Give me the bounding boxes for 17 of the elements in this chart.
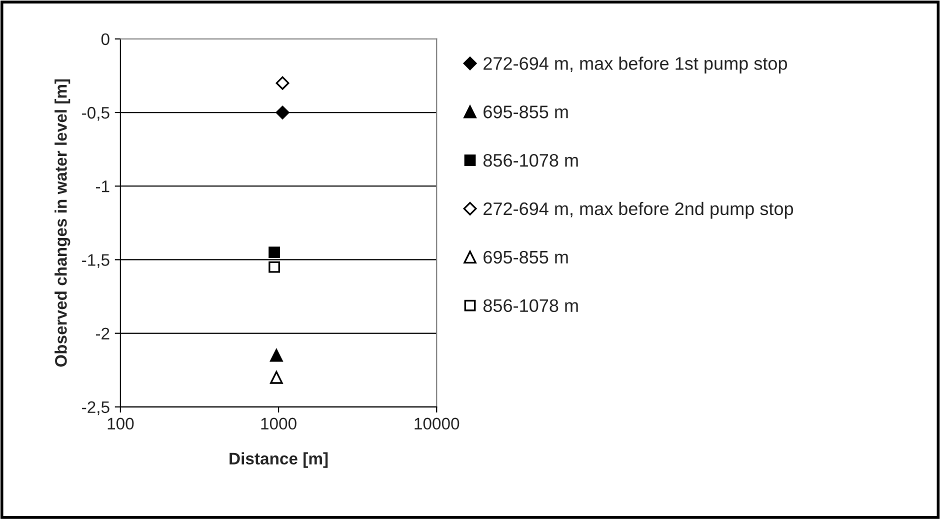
legend-label: 695-855 m xyxy=(484,106,568,118)
legend-label: 856-1078 m xyxy=(483,299,578,312)
y-tick-label: -2,5 xyxy=(82,401,110,416)
y-tick-label: -1 xyxy=(96,180,110,192)
x-tick-label: 100 xyxy=(108,418,134,430)
y-axis-title: Observed changes in water level [m] xyxy=(54,79,70,367)
x-axis-title: Distance [m] xyxy=(230,452,328,468)
x-tick-label: 1000 xyxy=(261,418,296,430)
y-tick-label: 0 xyxy=(101,33,110,46)
legend-label: 695-855 m xyxy=(484,250,568,264)
legend-label: 272-694 m, max before 2nd pump stop xyxy=(484,202,794,219)
legend-label: 272-694 m, max before 1st pump stop xyxy=(484,56,788,74)
y-tick-label: -1,5 xyxy=(82,254,110,268)
y-tick-label: -2 xyxy=(96,328,110,340)
y-tick-label: -0,5 xyxy=(82,106,110,121)
legend-label: 856-1078 m xyxy=(483,154,578,167)
x-tick-label: 10000 xyxy=(414,418,460,430)
